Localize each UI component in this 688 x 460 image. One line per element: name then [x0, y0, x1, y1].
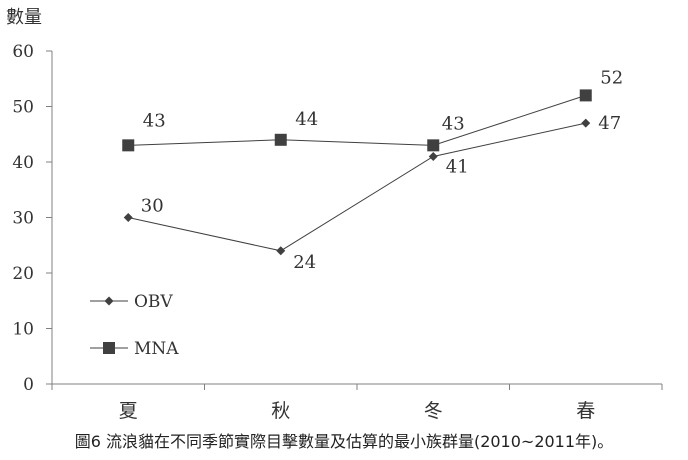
y-axis-label: 數量 [6, 7, 42, 28]
series-lines [128, 94, 586, 252]
series-markers [122, 89, 592, 256]
data-point-obv [123, 213, 133, 222]
data-labels: 30 24 41 47 43 44 43 52 [141, 67, 623, 272]
legend-label-mna: MNA [134, 339, 179, 359]
y-tick-label: 40 [12, 153, 34, 173]
x-tick-label: 秋 [271, 400, 290, 422]
data-label-obv: 24 [293, 252, 316, 273]
data-point-mna [122, 139, 135, 152]
legend-marker-mna [103, 342, 115, 354]
y-tick-label: 30 [12, 209, 34, 229]
legend: OBV MNA [90, 292, 179, 359]
data-label-mna: 52 [600, 67, 623, 88]
x-tick-label: 春 [576, 400, 595, 422]
legend-marker-obv [104, 296, 114, 306]
data-label-obv: 30 [141, 196, 164, 217]
x-tick-label: 冬 [424, 400, 443, 422]
data-label-mna: 44 [295, 109, 318, 130]
data-point-mna [274, 133, 287, 146]
data-point-mna [579, 89, 592, 102]
data-label-mna: 43 [143, 110, 166, 131]
y-tick-label: 20 [12, 264, 34, 284]
x-tick-label: 夏 [119, 400, 138, 422]
data-point-obv [428, 151, 438, 161]
data-point-obv [581, 118, 591, 128]
y-tick-label: 10 [12, 320, 34, 340]
y-tick-label: 60 [12, 42, 34, 62]
data-label-obv: 41 [446, 156, 469, 177]
series-line-mna [128, 94, 586, 146]
data-point-mna [427, 139, 440, 152]
data-label-obv: 47 [598, 113, 621, 134]
legend-label-obv: OBV [134, 292, 173, 312]
axes: 0 10 20 30 40 50 60 夏 秋 冬 春 [12, 42, 663, 422]
y-tick-label: 50 [12, 98, 34, 118]
data-label-mna: 43 [442, 113, 465, 134]
data-point-obv [276, 246, 286, 256]
y-tick-label: 0 [23, 375, 34, 395]
series-line-obv [128, 122, 586, 252]
figure-caption: 圖6 流浪貓在不同季節實際目擊數量及估算的最小族群量(2010~2011年)。 [74, 432, 614, 451]
